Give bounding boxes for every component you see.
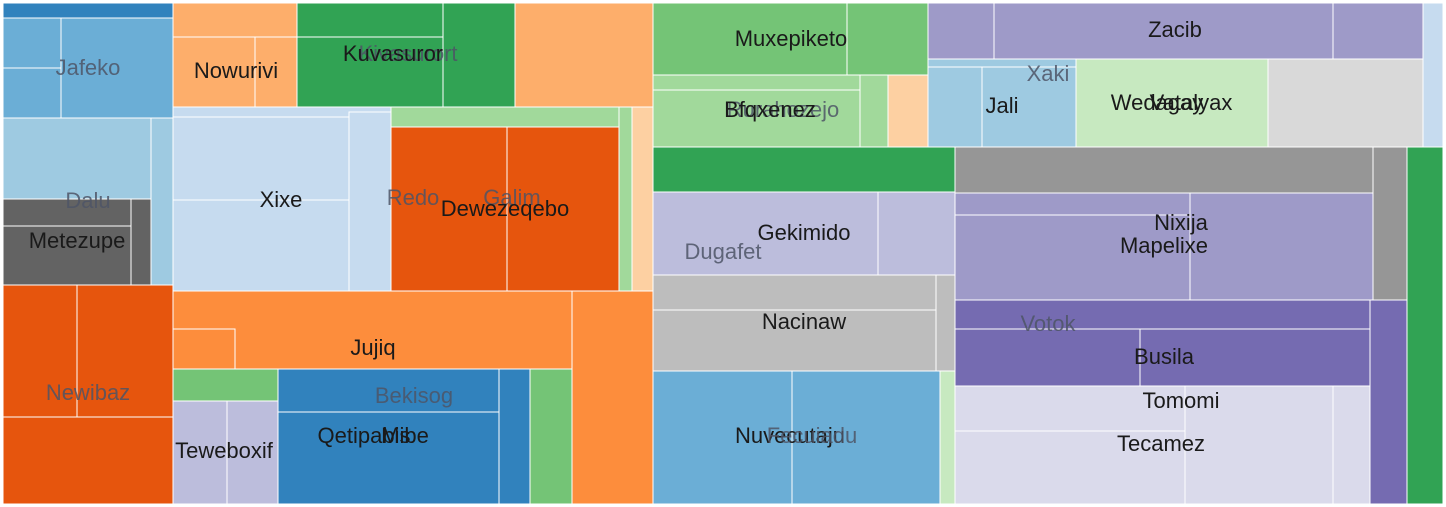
treemap-tile-7 — [2, 198, 132, 227]
treemap-label-nuvecutaju: Nuvecutaju — [735, 423, 845, 448]
treemap-tile-57 — [927, 2, 995, 60]
treemap-label-jujiq: Jujiq — [350, 335, 395, 360]
treemap-tile-19 — [390, 106, 620, 128]
treemap-tile-vatalyax — [1075, 58, 1269, 148]
treemap-label-nacinaw: Nacinaw — [762, 309, 846, 334]
treemap-label-xaki: Xaki — [1027, 61, 1070, 86]
treemap-label-rurahozejo: Rurahozejo — [727, 97, 840, 122]
treemap-label-vatalyax: Vatalyax — [1150, 90, 1233, 115]
treemap-tile-73 — [1189, 192, 1374, 301]
treemap-tile-46 — [887, 74, 929, 148]
treemap-tile-45 — [859, 74, 889, 148]
treemap-tile-47 — [652, 146, 956, 193]
treemap-tile-60 — [1422, 2, 1444, 148]
treemap-tile-53 — [935, 274, 956, 372]
treemap-label-xixe: Xixe — [260, 187, 303, 212]
treemap-label-jafeko: Jafeko — [56, 55, 121, 80]
treemap-label-newibaz: Newibaz — [46, 380, 130, 405]
treemap-tile-12 — [172, 2, 298, 38]
treemap-tile-76 — [954, 328, 1141, 387]
treemap-tile-26 — [618, 106, 633, 292]
treemap-label-teweboxif: Teweboxif — [175, 438, 274, 463]
treemap-tile-galim — [506, 126, 620, 292]
treemap-label-bekisog: Bekisog — [375, 383, 453, 408]
treemap-tile-0 — [2, 2, 174, 19]
treemap-label-votok: Votok — [1020, 311, 1076, 336]
treemap-label-mapelixe: Mapelixe — [1120, 233, 1208, 258]
treemap-label-zacib: Zacib — [1148, 17, 1202, 42]
treemap-label-dalu: Dalu — [65, 188, 110, 213]
treemap-label-nowurivi: Nowurivi — [194, 58, 278, 83]
treemap-tile-10 — [76, 284, 174, 418]
treemap-label-kivasurort: Kivasurort — [358, 41, 457, 66]
treemap-tile-redo — [348, 111, 392, 292]
treemap-tile-38 — [498, 368, 531, 505]
treemap-tile-67 — [1267, 58, 1424, 148]
treemap-tile-68 — [954, 146, 1374, 194]
treemap-label-nixija: Nixija — [1154, 210, 1209, 235]
treemap-label-kuvasuror: Kuvasuror — [343, 41, 443, 66]
treemap-label-mibe: Mibe — [381, 423, 429, 448]
treemap-tile-mibe — [277, 411, 500, 505]
treemap-tile-56 — [939, 370, 956, 505]
treemap-label-busila: Busila — [1134, 344, 1195, 369]
treemap-tile-81 — [1332, 385, 1371, 505]
treemap-label-tecamez: Tecamez — [1117, 431, 1205, 456]
treemap-tile-69 — [1372, 146, 1408, 301]
treemap-tile-42 — [652, 74, 861, 91]
treemap-label-metezupe: Metezupe — [29, 228, 126, 253]
treemap-tile-18 — [514, 2, 654, 108]
treemap-label-redo: Redo — [387, 185, 440, 210]
treemap-tile-27 — [631, 106, 654, 292]
treemap-tile-39 — [529, 368, 573, 505]
treemap-tile-63 — [927, 66, 983, 148]
treemap-tile-34 — [226, 400, 279, 505]
treemap-label-fecuiadu: Fecuiadu — [767, 423, 858, 448]
treemap-tile-zacib — [993, 2, 1334, 60]
treemap-tile-77 — [1369, 299, 1408, 505]
treemap-tile-51 — [652, 274, 937, 311]
treemap-label-galim: Galim — [483, 185, 540, 210]
treemap-tile-votok — [954, 299, 1371, 330]
treemap-label-bfqxenez: Bfqxenez — [724, 97, 816, 122]
treemap-tile-nuvecutaju — [652, 370, 793, 505]
treemap-tile-8 — [130, 198, 152, 286]
treemap-tile-bekisog — [277, 368, 500, 413]
treemap-label-dewezeqebo: Dewezeqebo — [441, 196, 569, 221]
treemap-label-tomomi: Tomomi — [1142, 388, 1219, 413]
treemap-label-jali: Jali — [985, 93, 1018, 118]
treemap-tile-49 — [877, 191, 956, 276]
treemap-label-dugafet: Dugafet — [684, 239, 761, 264]
treemap-tile-3 — [2, 67, 62, 119]
treemap-label-gekimido: Gekimido — [758, 220, 851, 245]
treemap-tile-70 — [1406, 146, 1444, 505]
treemap-tile-2 — [2, 17, 62, 69]
treemap-tile-31 — [571, 290, 654, 505]
treemap-label-qetipabis: Qetipabis — [318, 423, 411, 448]
treemap-tile-17 — [296, 36, 444, 108]
treemap-tile-30 — [172, 328, 236, 370]
treemap-labels: Jafeko Dalu Metezupe Newibaz Nowurivi Kivasur… — [29, 17, 1233, 463]
treemap-tile-59 — [1332, 2, 1424, 60]
treemap-tile-5 — [150, 117, 174, 286]
treemap-tile-41 — [846, 2, 929, 76]
treemap-label-muxepiketo: Muxepiketo — [735, 26, 848, 51]
treemap-tile-11 — [2, 416, 174, 505]
treemap-label-wedagay: Wedagay — [1111, 90, 1204, 115]
treemap-tile-80 — [1184, 385, 1334, 505]
treemap-tile-fecuiadu — [791, 370, 941, 505]
treemap-tile-22 — [172, 116, 350, 201]
treemap-tile-32 — [172, 368, 279, 402]
